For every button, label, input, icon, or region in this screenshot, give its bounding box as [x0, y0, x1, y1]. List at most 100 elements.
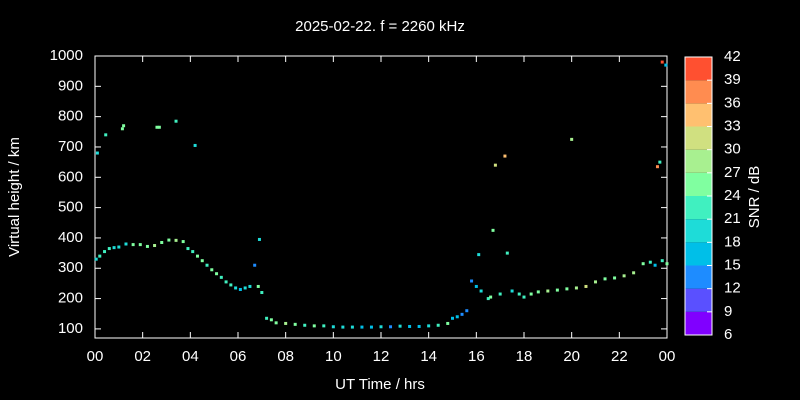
colorbar-tick-label: 12	[724, 280, 741, 297]
data-point	[360, 325, 364, 329]
data-point	[243, 286, 247, 290]
data-point	[94, 257, 98, 261]
colorbar-tick-label: 6	[724, 326, 732, 343]
data-point	[191, 250, 195, 254]
data-point	[470, 279, 474, 283]
colorbar-tick-label: 24	[724, 187, 741, 204]
data-point	[510, 289, 514, 293]
data-point	[238, 287, 242, 291]
y-tick-label: 200	[58, 290, 83, 307]
colorbar-tick-label: 42	[724, 48, 741, 65]
data-point	[427, 324, 431, 328]
data-point	[398, 324, 402, 328]
data-point	[455, 315, 459, 319]
x-tick-label: 06	[230, 348, 247, 365]
data-point	[622, 274, 626, 278]
colorbar-tick-label: 30	[724, 141, 741, 158]
data-point	[257, 237, 261, 241]
data-point	[293, 322, 297, 326]
data-point	[95, 151, 99, 155]
data-point	[224, 280, 228, 284]
data-point	[167, 238, 171, 242]
x-tick-label: 02	[134, 348, 151, 365]
data-point	[303, 323, 307, 327]
data-point	[174, 238, 178, 242]
data-point	[555, 288, 559, 292]
x-tick-label: 08	[277, 348, 294, 365]
data-point	[117, 245, 121, 249]
data-point	[160, 240, 164, 244]
data-point	[98, 254, 102, 258]
x-tick-label: 16	[468, 348, 485, 365]
data-point	[655, 165, 659, 169]
data-point	[477, 253, 481, 257]
data-point	[331, 325, 335, 329]
data-point	[248, 284, 252, 288]
y-tick-label: 1000	[50, 47, 83, 64]
colorbar-tick-label: 27	[724, 164, 741, 181]
x-tick-label: 00	[87, 348, 104, 365]
data-point	[369, 325, 373, 329]
data-point	[138, 243, 142, 247]
x-tick-label: 14	[420, 348, 437, 365]
data-point	[256, 284, 260, 288]
data-point	[205, 263, 209, 267]
data-point	[210, 268, 214, 272]
data-point	[124, 242, 128, 246]
data-point	[153, 244, 157, 248]
y-tick-label: 600	[58, 168, 83, 185]
data-point	[131, 243, 135, 247]
colorbar-tick-label: 18	[724, 233, 741, 250]
data-point	[613, 276, 617, 280]
colorbar-tick-label: 21	[724, 210, 741, 227]
colorbar-tick-label: 39	[724, 71, 741, 88]
y-tick-label: 500	[58, 199, 83, 216]
data-point	[658, 160, 662, 164]
data-point	[529, 292, 533, 296]
x-tick-label: 10	[325, 348, 342, 365]
x-tick-label: 18	[516, 348, 533, 365]
data-point	[107, 247, 111, 251]
colorbar-band	[685, 126, 712, 150]
data-point	[120, 127, 124, 131]
colorbar-tick-label: 9	[724, 303, 732, 320]
data-point	[229, 283, 233, 287]
data-point	[274, 321, 278, 325]
data-point	[660, 60, 664, 64]
y-tick-label: 900	[58, 77, 83, 94]
data-point	[546, 289, 550, 293]
x-tick-label: 12	[373, 348, 390, 365]
data-point	[664, 63, 668, 67]
colorbar-band	[685, 149, 712, 173]
data-point	[155, 125, 159, 129]
data-point	[265, 316, 269, 320]
data-point	[215, 272, 219, 276]
colorbar-tick-label: 15	[724, 256, 741, 273]
data-point	[451, 316, 454, 320]
data-point	[174, 119, 178, 123]
data-point	[479, 289, 483, 293]
data-point	[460, 312, 464, 316]
data-point	[665, 262, 669, 266]
data-point	[436, 323, 440, 327]
data-point	[408, 324, 412, 328]
data-point	[269, 318, 273, 322]
data-point	[641, 262, 645, 266]
data-point	[517, 292, 521, 296]
data-point	[260, 291, 264, 295]
colorbar-band	[685, 103, 712, 127]
x-tick-label: 04	[182, 348, 199, 365]
colorbar-band	[685, 172, 712, 196]
y-tick-label: 700	[58, 138, 83, 155]
x-axis-label: UT Time / hrs	[335, 376, 425, 393]
data-point	[570, 137, 574, 141]
data-point	[186, 247, 190, 251]
data-point	[200, 259, 204, 263]
data-point	[389, 325, 393, 329]
colorbar-tick-label: 36	[724, 94, 741, 111]
colorbar-band	[685, 288, 712, 312]
data-point	[536, 290, 540, 294]
data-point	[474, 284, 478, 288]
